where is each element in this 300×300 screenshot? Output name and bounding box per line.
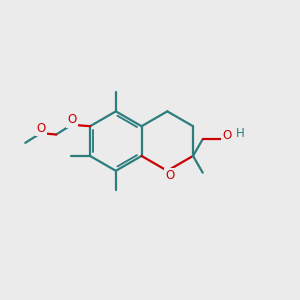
Text: O: O [165, 169, 174, 182]
Text: O: O [67, 113, 76, 127]
Text: H: H [236, 128, 245, 140]
Text: O: O [36, 122, 46, 135]
Text: O: O [223, 129, 232, 142]
